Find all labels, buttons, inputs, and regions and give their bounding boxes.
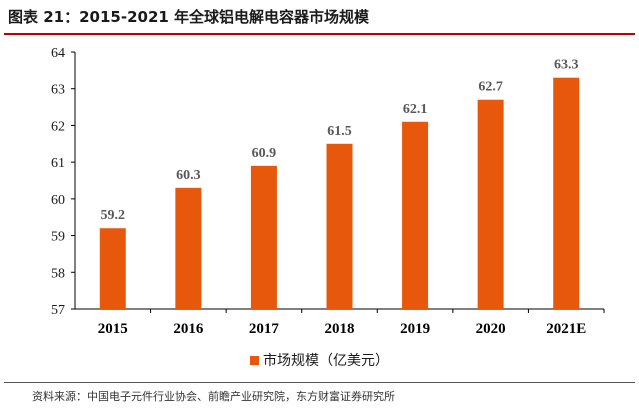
x-tick-label: 2018 [325, 321, 355, 337]
x-tick-label: 2015 [98, 321, 128, 337]
legend-swatch [250, 356, 259, 365]
x-tick-label: 2020 [476, 321, 506, 337]
y-tick-label: 63 [51, 83, 65, 98]
data-label: 61.5 [327, 124, 352, 139]
x-tick-label: 2021E [546, 321, 586, 337]
legend: 市场规模（亿美元） [0, 350, 639, 370]
y-tick-label: 58 [51, 266, 65, 281]
data-label: 59.2 [101, 208, 126, 223]
x-tick-label: 2017 [249, 321, 280, 337]
y-tick-label: 59 [51, 230, 65, 245]
legend-label: 市场规模（亿美元） [263, 353, 389, 369]
x-tick-label: 2016 [173, 321, 204, 337]
y-tick-label: 61 [51, 156, 65, 171]
bar [553, 77, 580, 309]
data-label: 60.3 [176, 168, 201, 183]
bar [250, 165, 277, 309]
chart-title: 图表 21：2015-2021 年全球铝电解电容器市场规模 [8, 8, 370, 26]
data-label: 63.3 [554, 58, 579, 73]
x-tick-label: 2019 [400, 321, 430, 337]
y-tick-label: 57 [51, 303, 65, 318]
source-note: 资料来源：中国电子元件行业协会、前瞻产业研究院，东方财富证券研究所 [32, 390, 395, 403]
bar [175, 187, 202, 309]
data-label: 62.7 [478, 80, 503, 95]
y-tick-label: 64 [51, 46, 65, 61]
bar [326, 143, 353, 309]
bar [402, 121, 429, 309]
data-label: 60.9 [252, 146, 277, 161]
data-label: 62.1 [403, 102, 428, 117]
source-rule [4, 382, 635, 383]
y-tick-label: 60 [51, 193, 65, 208]
bar [99, 228, 126, 309]
y-tick-label: 62 [51, 119, 65, 134]
title-rule [4, 33, 635, 35]
bar [477, 99, 504, 309]
